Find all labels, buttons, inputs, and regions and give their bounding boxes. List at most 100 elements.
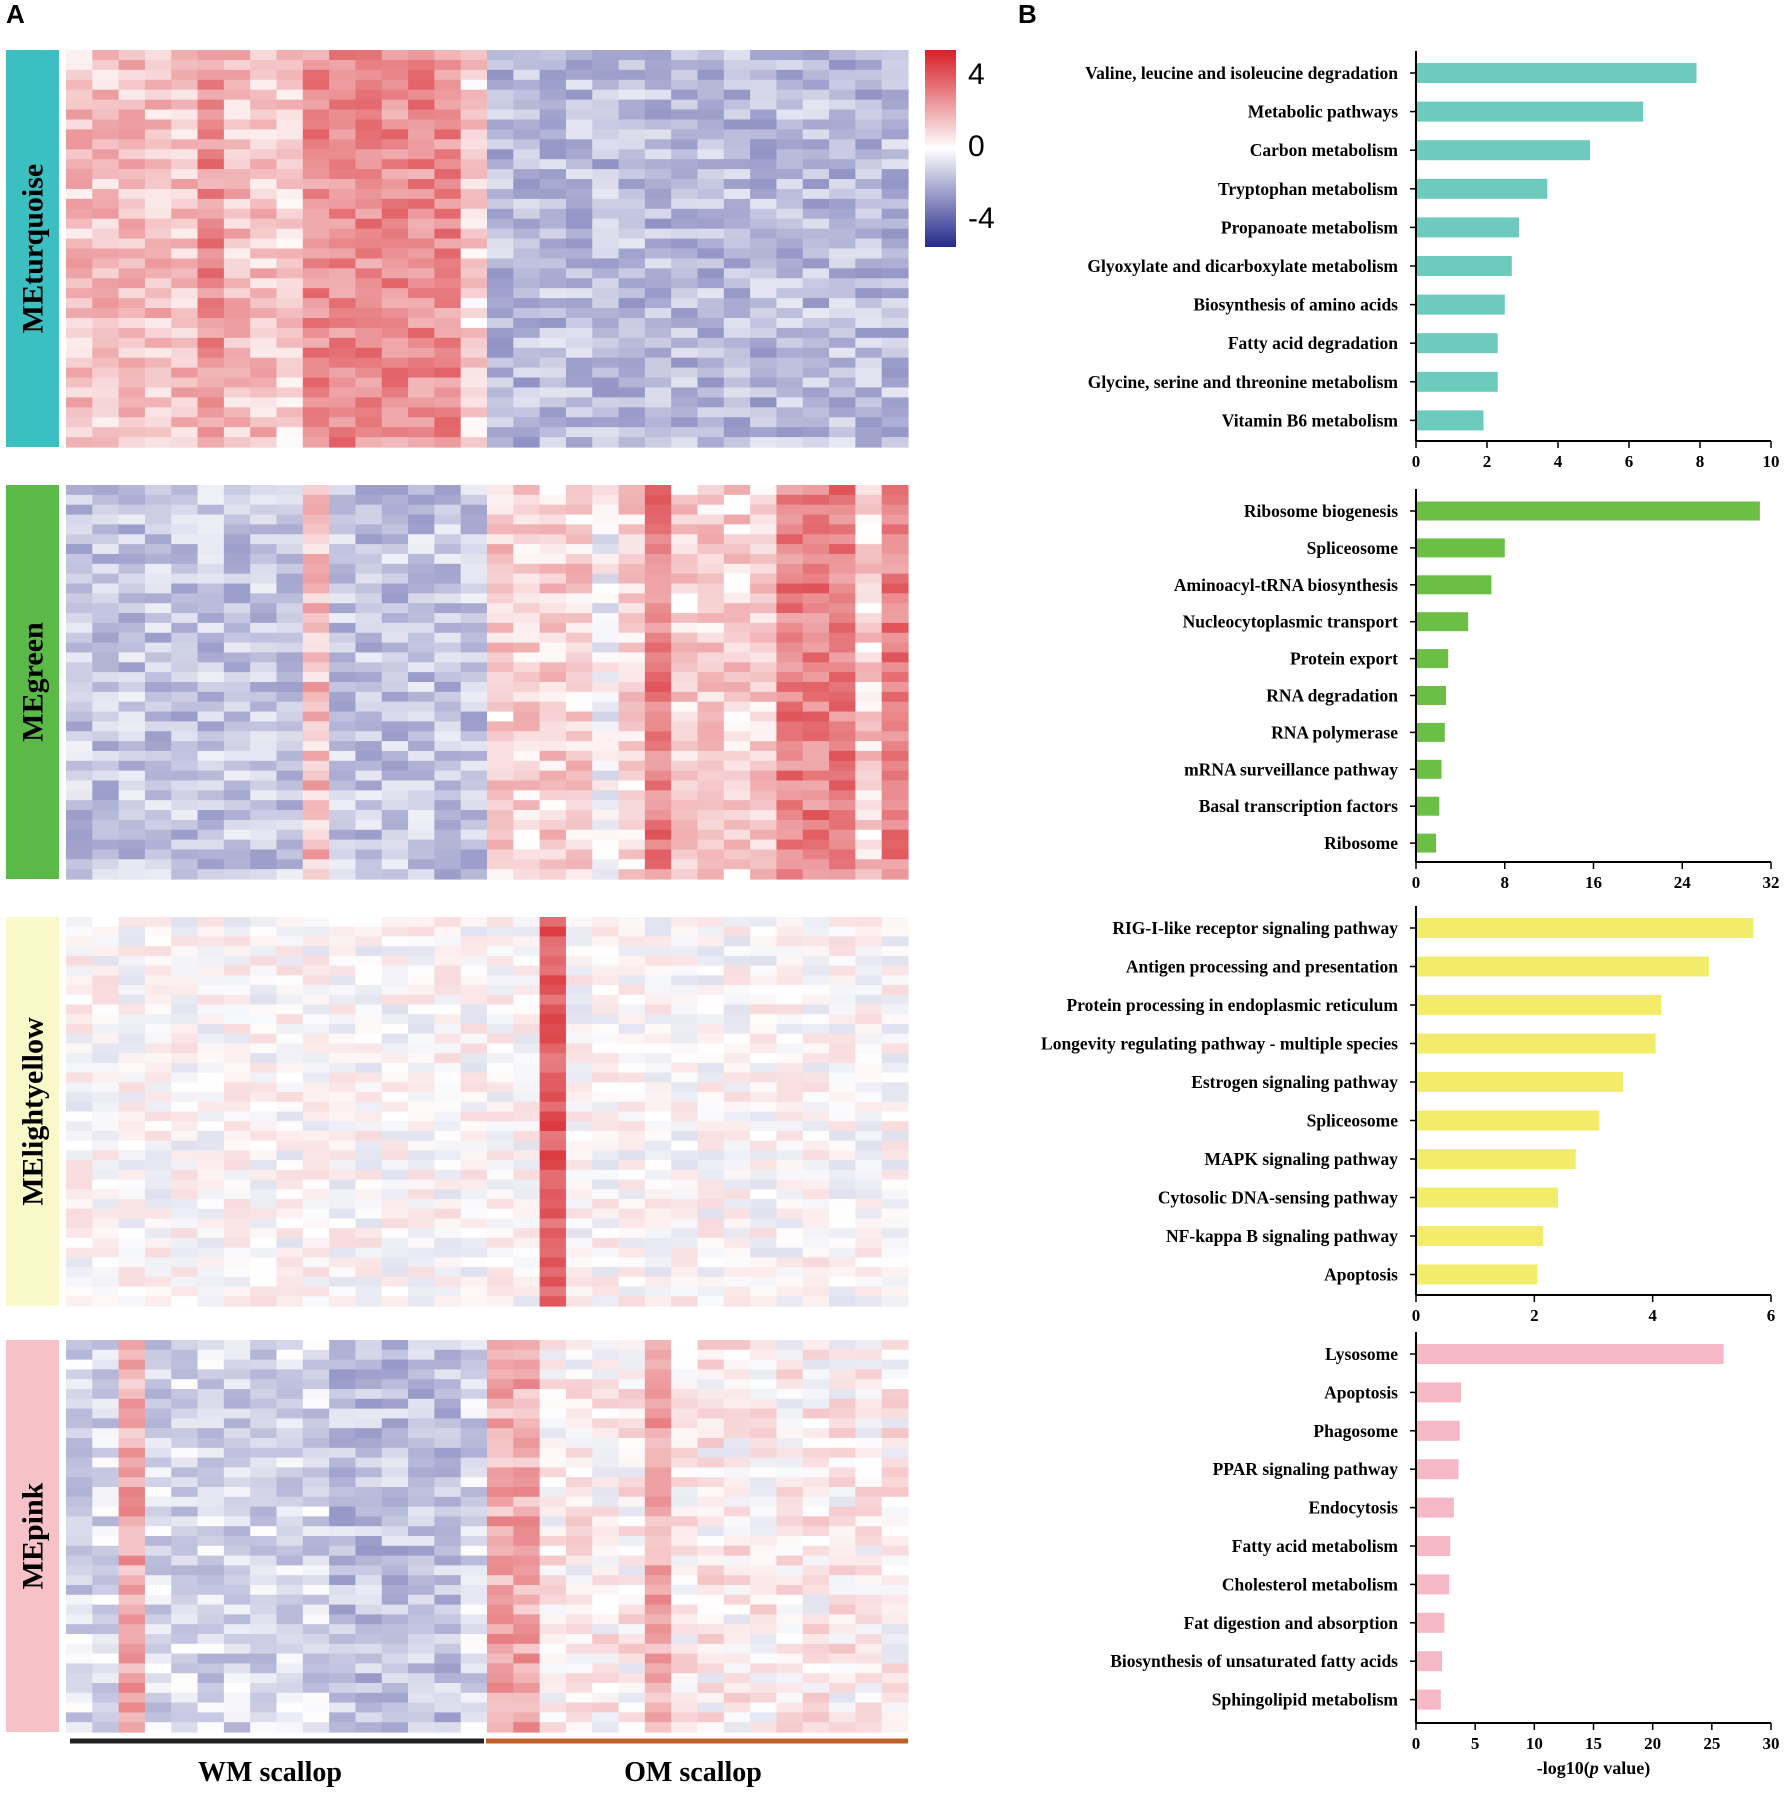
heatmap-cell bbox=[487, 1247, 514, 1258]
heatmap-cell bbox=[223, 1208, 251, 1220]
heatmap-cell bbox=[697, 179, 725, 190]
heatmap-cell bbox=[171, 1643, 199, 1655]
heatmap-cell bbox=[539, 642, 567, 654]
heatmap-cell bbox=[329, 760, 357, 772]
heatmap-cell bbox=[460, 1506, 488, 1517]
heatmap-cell bbox=[92, 741, 120, 752]
heatmap-cell bbox=[750, 1653, 778, 1664]
heatmap-cell bbox=[460, 1092, 488, 1103]
heatmap-cell bbox=[250, 417, 278, 428]
heatmap-cell bbox=[144, 1276, 172, 1288]
heatmap-cell bbox=[381, 1237, 409, 1249]
heatmap-cell bbox=[302, 1526, 330, 1537]
heatmap-cell bbox=[329, 248, 357, 260]
heatmap-cell bbox=[776, 397, 804, 408]
heatmap-cell bbox=[223, 347, 251, 359]
heatmap-cell bbox=[776, 268, 804, 279]
heatmap-cell bbox=[460, 268, 488, 279]
heatmap-cell bbox=[329, 849, 357, 860]
heatmap-cell bbox=[802, 494, 830, 506]
heatmap-cell bbox=[276, 1643, 304, 1655]
heatmap-cell bbox=[408, 662, 435, 673]
heatmap-cell bbox=[276, 1169, 304, 1181]
heatmap-cell bbox=[671, 1286, 699, 1297]
heatmap-cell bbox=[829, 770, 856, 782]
heatmap-cell bbox=[276, 701, 304, 713]
heatmap-cell bbox=[197, 936, 225, 947]
heatmap-cell bbox=[671, 1053, 699, 1064]
heatmap-cell bbox=[829, 139, 856, 150]
heatmap-cell bbox=[329, 109, 357, 121]
heatmap-cell bbox=[302, 139, 330, 150]
heatmap-cell bbox=[513, 652, 541, 663]
heatmap-cell bbox=[723, 69, 751, 81]
heatmap-cell bbox=[592, 159, 620, 170]
heatmap-cell bbox=[355, 1506, 383, 1517]
heatmap-cell bbox=[434, 1526, 462, 1537]
heatmap-cell bbox=[118, 1536, 146, 1547]
heatmap-cell bbox=[723, 1634, 751, 1645]
heatmap-cell bbox=[171, 790, 199, 801]
heatmap-cell bbox=[644, 1555, 672, 1566]
heatmap-cell bbox=[881, 534, 909, 545]
heatmap-cell bbox=[513, 1565, 541, 1576]
heatmap-cell bbox=[513, 711, 541, 722]
heatmap-cell bbox=[92, 1369, 120, 1380]
heatmap-cell bbox=[697, 494, 725, 506]
heatmap-cell bbox=[539, 109, 567, 121]
heatmap-cell bbox=[644, 1447, 672, 1459]
heatmap-cell bbox=[618, 544, 646, 555]
heatmap-cell bbox=[487, 1398, 514, 1410]
heatmap-cell bbox=[487, 917, 514, 928]
heatmap-cell bbox=[513, 1526, 541, 1537]
heatmap-cell bbox=[802, 89, 830, 101]
heatmap-cell bbox=[881, 790, 909, 801]
heatmap-cell bbox=[539, 1247, 567, 1258]
heatmap-cell bbox=[223, 1349, 251, 1361]
heatmap-cell bbox=[513, 1179, 541, 1190]
heatmap-cell bbox=[539, 672, 567, 683]
heatmap-cell bbox=[487, 407, 514, 418]
heatmap-cell bbox=[750, 711, 778, 722]
heatmap-cell bbox=[539, 50, 567, 61]
heatmap-cell bbox=[92, 139, 120, 150]
heatmap-cell bbox=[460, 985, 488, 996]
heatmap-cell bbox=[408, 1516, 435, 1527]
heatmap-cell bbox=[355, 59, 383, 71]
heatmap-cell bbox=[355, 1014, 383, 1025]
heatmap-cell bbox=[644, 1218, 672, 1229]
heatmap-cell bbox=[855, 1228, 883, 1239]
heatmap-cell bbox=[408, 573, 435, 585]
heatmap-cell bbox=[487, 99, 514, 111]
heatmap-cell bbox=[92, 691, 120, 703]
heatmap-cell bbox=[197, 308, 225, 319]
heatmap-cell bbox=[118, 1296, 146, 1307]
heatmap-cell bbox=[829, 1555, 856, 1566]
heatmap-cell bbox=[66, 1237, 93, 1249]
heatmap-cell bbox=[329, 278, 357, 289]
heatmap-cell bbox=[329, 955, 357, 967]
heatmap-cell bbox=[434, 544, 462, 555]
heatmap-MEturquoise: MEturquoise bbox=[6, 50, 909, 448]
heatmap-cell bbox=[144, 99, 172, 111]
heatmap-cell bbox=[355, 583, 383, 594]
heatmap-cell bbox=[592, 99, 620, 111]
heatmap-cell bbox=[144, 1506, 172, 1517]
heatmap-cell bbox=[276, 427, 304, 438]
heatmap-cell bbox=[197, 327, 225, 339]
heatmap-cell bbox=[250, 79, 278, 91]
heatmap-cell bbox=[644, 731, 672, 742]
heatmap-cell bbox=[223, 427, 251, 438]
heatmap-cell bbox=[487, 504, 514, 516]
heatmap-cell bbox=[776, 1379, 804, 1390]
heatmap-cell bbox=[329, 1033, 357, 1045]
heatmap-cell bbox=[776, 437, 804, 448]
heatmap-cell bbox=[329, 1121, 357, 1132]
heatmap-cell bbox=[250, 1208, 278, 1220]
heatmap-cell bbox=[592, 149, 620, 160]
heatmap-cell bbox=[618, 268, 646, 279]
heatmap-cell bbox=[381, 672, 409, 683]
heatmap-cell bbox=[355, 1673, 383, 1684]
heatmap-cell bbox=[671, 1467, 699, 1478]
heatmap-cell bbox=[565, 1150, 593, 1161]
